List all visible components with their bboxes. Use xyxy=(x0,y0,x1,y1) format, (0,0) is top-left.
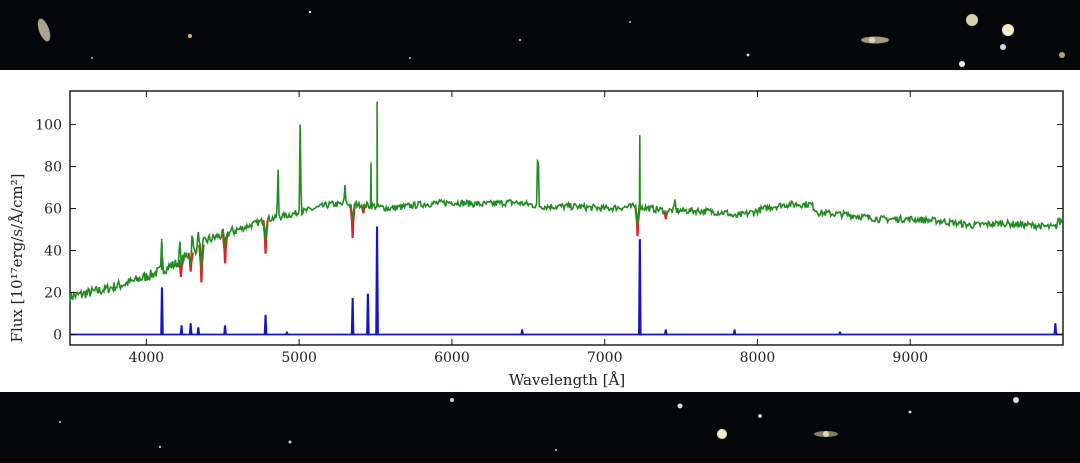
x-axis-label: Wavelength [Å] xyxy=(509,371,625,389)
plot-border xyxy=(69,90,1064,346)
bottom-galaxies xyxy=(59,397,1019,451)
y-tick-label: 100 xyxy=(35,118,62,134)
x-tick-label: 8000 xyxy=(740,350,776,366)
ticks-layer: 4000 5000 6000 7000 8000 9000 0 20 40 60 80 100 xyxy=(35,91,1063,366)
plot-frame xyxy=(69,90,1064,346)
series-layer xyxy=(69,101,1064,336)
x-tick-label: 5000 xyxy=(281,350,317,366)
y-tick-label: 80 xyxy=(44,160,62,176)
top-starfield-image xyxy=(0,0,1080,70)
x-tick-label: 4000 xyxy=(129,350,165,366)
y-tick-label: 0 xyxy=(53,328,62,344)
y-tick-label: 20 xyxy=(44,286,62,302)
emission-model-line xyxy=(70,226,1063,336)
top-galaxies xyxy=(37,10,1065,67)
spectrum-chart: 4000 5000 6000 7000 8000 9000 0 20 40 60 80 100 Wav… xyxy=(8,90,1064,389)
x-tick-label: 6000 xyxy=(434,350,470,366)
observed-spectrum-line xyxy=(69,101,1064,303)
bottom-starfield-image xyxy=(0,392,1080,459)
spectrum-plot-panel: 4000 5000 6000 7000 8000 9000 0 20 40 60 80 100 Wav… xyxy=(0,70,1080,392)
x-tick-label: 9000 xyxy=(892,350,928,366)
y-tick-label: 60 xyxy=(44,202,62,218)
x-tick-label: 7000 xyxy=(587,350,623,366)
y-axis-label: Flux [10¹⁷erg/s/Å/cm²] xyxy=(8,174,26,343)
y-tick-label: 40 xyxy=(44,244,62,260)
